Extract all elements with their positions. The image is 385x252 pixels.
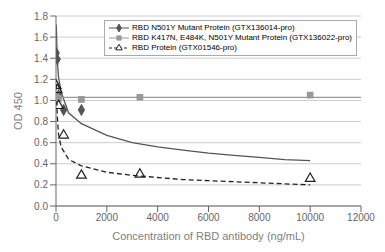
svg-text:1.6: 1.6 — [34, 32, 48, 43]
svg-text:1.4: 1.4 — [34, 53, 48, 64]
svg-text:0.6: 0.6 — [34, 137, 48, 148]
svg-text:6000: 6000 — [197, 212, 220, 223]
svg-text:8000: 8000 — [248, 212, 271, 223]
html-text:RBD Protein (GTX01546-pro): RBD Protein (GTX01546-pro) — [132, 43, 237, 52]
svg-text:1.2: 1.2 — [34, 74, 48, 85]
svg-text:0: 0 — [53, 212, 59, 223]
svg-text:0.8: 0.8 — [34, 116, 48, 127]
svg-text:1.0: 1.0 — [34, 95, 48, 106]
svg-text:OD 450: OD 450 — [12, 92, 24, 130]
html-text:RBD N501Y Mutant Protein (GTX1: RBD N501Y Mutant Protein (GTX136014-pro) — [132, 23, 295, 32]
svg-text:12000: 12000 — [347, 212, 375, 223]
svg-text:2000: 2000 — [96, 212, 119, 223]
svg-text:4000: 4000 — [147, 212, 170, 223]
svg-text:0.2: 0.2 — [34, 179, 48, 190]
svg-text:10000: 10000 — [296, 212, 324, 223]
svg-text:0.4: 0.4 — [34, 158, 48, 169]
svg-text:1.8: 1.8 — [34, 11, 48, 22]
svg-text:0.0: 0.0 — [34, 201, 48, 212]
svg-text:Concentration of RBD antibody: Concentration of RBD antibody (ng/mL) — [112, 230, 305, 242]
html-text:RBD K417N, E484K, N501Y Mutant: RBD K417N, E484K, N501Y Mutant Protein (… — [132, 33, 352, 42]
